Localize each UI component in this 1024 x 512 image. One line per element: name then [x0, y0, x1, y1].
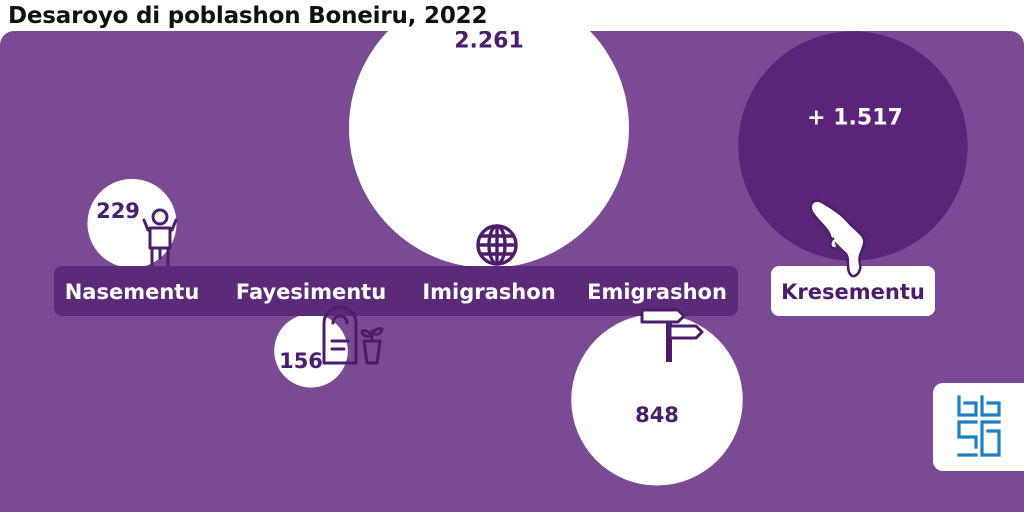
- cbs-logo-icon: [957, 395, 1001, 457]
- cbs-logo: [933, 383, 1024, 471]
- category-label-emigrashon: Emigrashon: [587, 280, 727, 304]
- gravestone-icon: [322, 305, 384, 365]
- globe-icon: [476, 224, 518, 266]
- total-label-box: [771, 266, 935, 316]
- value-label-nasementu: 229: [96, 199, 140, 223]
- value-label-kresementu: + 1.517: [807, 106, 903, 131]
- island-map-icon: [809, 199, 866, 278]
- chart-title: Desaroyo di poblashon Boneiru, 2022: [8, 3, 488, 29]
- bubble-fayesimentu: [274, 314, 348, 388]
- category-label-nasementu: Nasementu: [65, 280, 200, 304]
- baby-icon: [142, 208, 178, 267]
- bubble-nasementu: [87, 178, 177, 268]
- value-label-fayesimentu: 156: [279, 349, 323, 373]
- bubble-kresementu: [738, 31, 968, 261]
- category-label-imigrashon: Imigrashon: [422, 280, 555, 304]
- value-label-imigrashon: 2.261: [454, 29, 524, 54]
- category-label-kresementu: Kresementu: [781, 280, 925, 304]
- value-label-emigrashon: 848: [635, 403, 679, 427]
- bubble-imigrashon: [349, 31, 629, 268]
- category-label-fayesimentu: Fayesimentu: [236, 280, 386, 304]
- signpost-icon: [640, 308, 704, 362]
- bubble-emigrashon: [571, 314, 743, 486]
- category-bar: [54, 266, 738, 316]
